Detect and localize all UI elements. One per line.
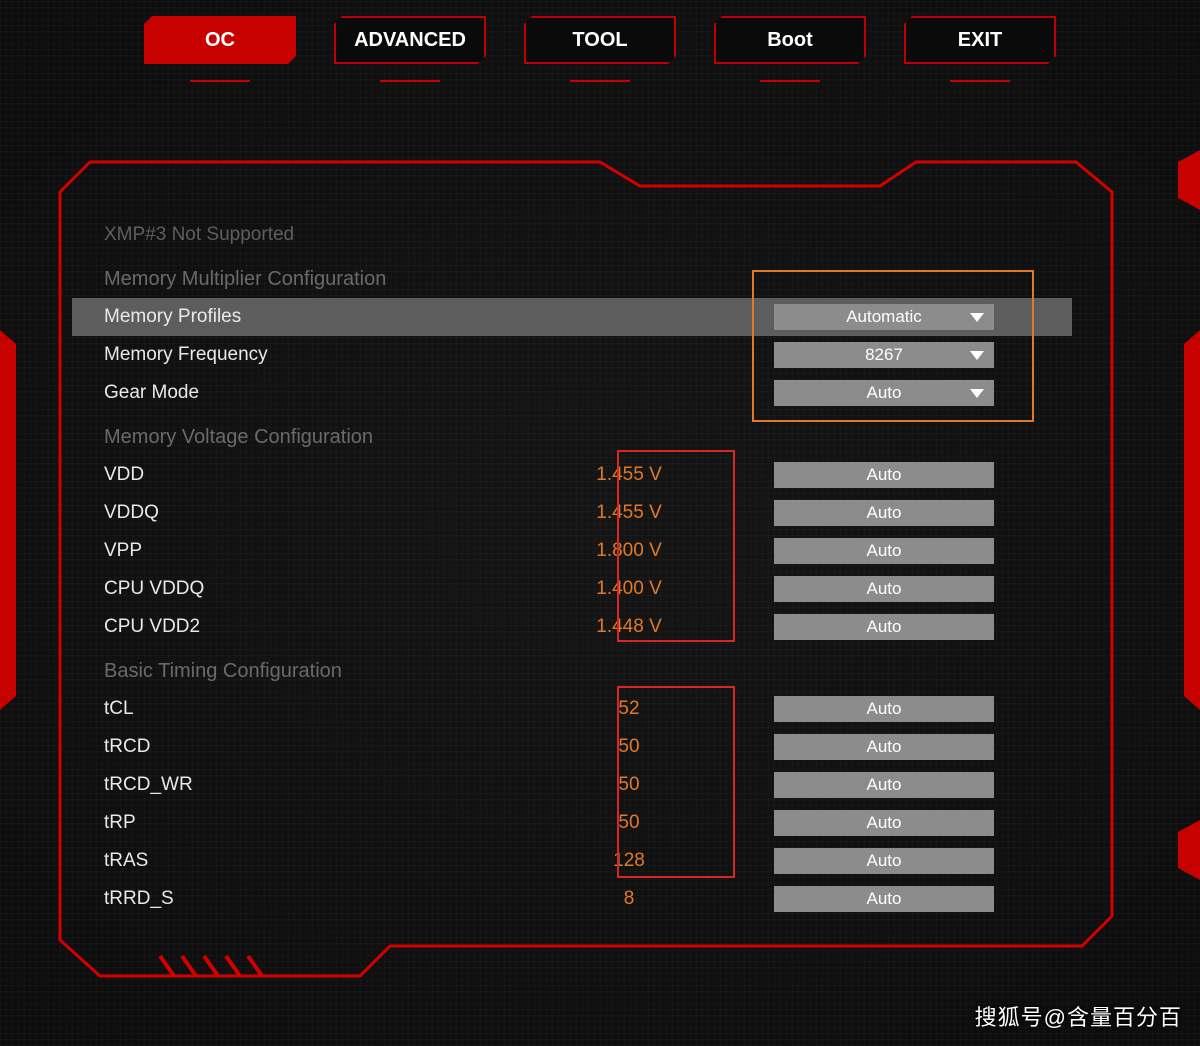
watermark: 搜狐号@含量百分百 [975, 1000, 1182, 1032]
setting-label: Memory Profiles [104, 306, 544, 328]
setting-field[interactable]: Auto [774, 538, 994, 564]
setting-dropdown[interactable]: Auto [774, 380, 994, 406]
setting-label: tCL [104, 698, 544, 720]
setting-dropdown[interactable]: 8267 [774, 342, 994, 368]
setting-row[interactable]: tRP50 Auto [72, 804, 1072, 842]
setting-label: VDD [104, 464, 544, 486]
setting-row[interactable]: tCL52 Auto [72, 690, 1072, 728]
setting-label: CPU VDD2 [104, 616, 544, 638]
setting-field[interactable]: Auto [774, 772, 994, 798]
setting-row[interactable]: Memory Frequency 8267 [72, 336, 1072, 374]
setting-current-value: 1.400 V [544, 578, 714, 600]
side-rail-right-notch1 [1178, 150, 1200, 210]
setting-row[interactable]: VDD1.455 V Auto [72, 456, 1072, 494]
setting-current-value: 52 [544, 698, 714, 720]
bios-tabs: OC ADVANCED TOOL Boot EXIT [0, 16, 1200, 64]
setting-label: tRAS [104, 850, 544, 872]
tab-boot[interactable]: Boot [714, 16, 866, 64]
side-rail-right [1184, 330, 1200, 710]
setting-label: tRP [104, 812, 544, 834]
setting-row[interactable]: VPP1.800 V Auto [72, 532, 1072, 570]
tab-tool[interactable]: TOOL [524, 16, 676, 64]
setting-current-value: 1.448 V [544, 616, 714, 638]
setting-current-value: 8 [544, 888, 714, 910]
setting-row[interactable]: Memory Profiles Automatic [72, 298, 1072, 336]
tab-exit[interactable]: EXIT [904, 16, 1056, 64]
section-header: Memory Voltage Configuration [72, 418, 1072, 456]
setting-field[interactable]: Auto [774, 576, 994, 602]
section-header: Basic Timing Configuration [72, 652, 1072, 690]
setting-row[interactable]: tRAS128 Auto [72, 842, 1072, 880]
setting-label: Memory Frequency [104, 344, 544, 366]
side-rail-left [0, 330, 16, 710]
setting-field[interactable]: Auto [774, 734, 994, 760]
setting-label: Memory Voltage Configuration [104, 426, 544, 449]
setting-row[interactable]: CPU VDDQ1.400 V Auto [72, 570, 1072, 608]
setting-label: VPP [104, 540, 544, 562]
setting-current-value: 50 [544, 774, 714, 796]
setting-field[interactable]: Auto [774, 848, 994, 874]
setting-field[interactable]: Auto [774, 500, 994, 526]
setting-field[interactable]: Auto [774, 696, 994, 722]
setting-current-value: 50 [544, 812, 714, 834]
setting-dropdown[interactable]: Automatic [774, 304, 994, 330]
setting-field[interactable]: Auto [774, 614, 994, 640]
setting-label: tRCD_WR [104, 774, 544, 796]
setting-field[interactable]: Auto [774, 886, 994, 912]
setting-label: VDDQ [104, 502, 544, 524]
setting-current-value: 128 [544, 850, 714, 872]
setting-field[interactable]: Auto [774, 462, 994, 488]
setting-current-value: 1.800 V [544, 540, 714, 562]
setting-row[interactable]: tRCD50 Auto [72, 728, 1072, 766]
tab-oc[interactable]: OC [144, 16, 296, 64]
setting-current-value: 1.455 V [544, 464, 714, 486]
setting-label: Basic Timing Configuration [104, 660, 544, 683]
setting-row[interactable]: Gear Mode Auto [72, 374, 1072, 412]
setting-label: tRRD_S [104, 888, 544, 910]
tab-advanced[interactable]: ADVANCED [334, 16, 486, 64]
setting-label: tRCD [104, 736, 544, 758]
setting-row[interactable]: VDDQ1.455 V Auto [72, 494, 1072, 532]
setting-label: CPU VDDQ [104, 578, 544, 600]
info-text: XMP#3 Not Supported [72, 216, 1072, 254]
setting-row[interactable]: tRRD_S8 Auto [72, 880, 1072, 918]
setting-current-value: 50 [544, 736, 714, 758]
setting-label: Memory Multiplier Configuration [104, 268, 544, 291]
setting-row[interactable]: tRCD_WR50 Auto [72, 766, 1072, 804]
setting-field[interactable]: Auto [774, 810, 994, 836]
setting-row[interactable]: CPU VDD21.448 V Auto [72, 608, 1072, 646]
settings-panel: XMP#3 Not Supported Memory Multiplier Con… [72, 216, 1072, 920]
tab-underline [0, 80, 1200, 82]
settings-list: XMP#3 Not Supported Memory Multiplier Con… [72, 216, 1072, 918]
setting-current-value: 1.455 V [544, 502, 714, 524]
setting-label: Gear Mode [104, 382, 544, 404]
setting-label: XMP#3 Not Supported [104, 224, 544, 246]
section-header: Memory Multiplier Configuration [72, 260, 1072, 298]
side-rail-right-notch2 [1178, 820, 1200, 880]
